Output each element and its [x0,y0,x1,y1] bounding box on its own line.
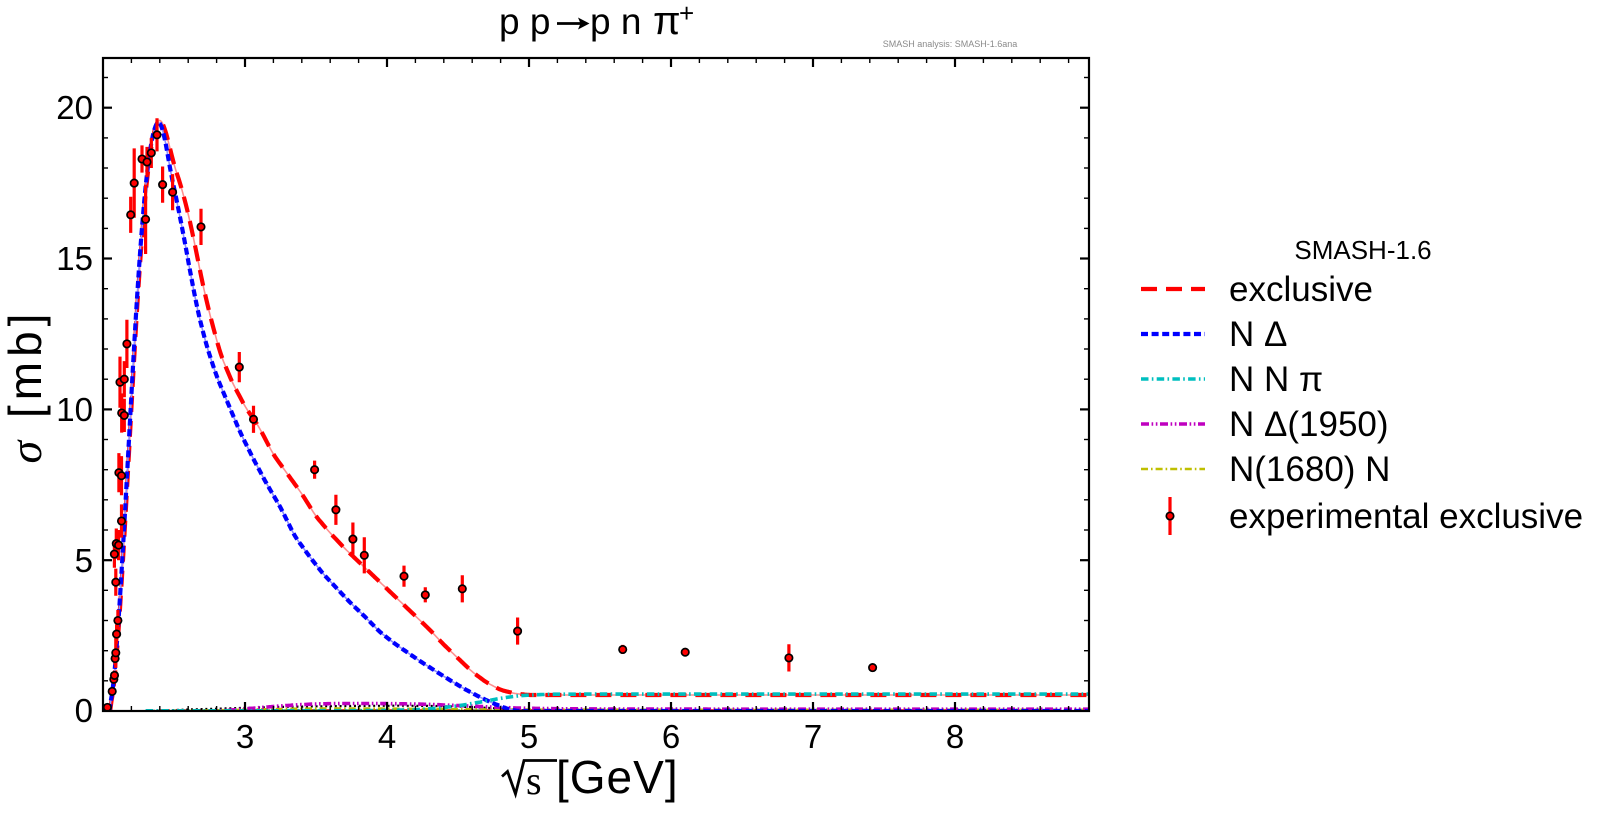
svg-text:3: 3 [236,718,254,755]
svg-text:6: 6 [662,718,680,755]
svg-text:7: 7 [804,718,822,755]
svg-text:s: s [526,758,542,803]
svg-text:+: + [679,0,694,28]
svg-text:0: 0 [75,692,93,729]
svg-text:20: 20 [56,89,93,126]
svg-text:N N π: N N π [1229,360,1323,399]
svg-text:10: 10 [56,391,93,428]
svg-text:p p: p p [499,1,550,42]
svg-text:SMASH-1.6: SMASH-1.6 [1294,235,1431,265]
svg-text:p n: p n [590,1,641,42]
svg-text:N(1680) N: N(1680) N [1229,450,1390,489]
svg-text:15: 15 [56,240,93,277]
svg-text:N Δ: N Δ [1229,315,1287,354]
svg-text:[GeV]: [GeV] [556,751,679,803]
svg-text:π: π [653,0,681,43]
svg-text:5: 5 [75,542,93,579]
svg-text:SMASH analysis: SMASH-1.6ana: SMASH analysis: SMASH-1.6ana [883,39,1018,49]
svg-text:experimental exclusive: experimental exclusive [1229,497,1583,536]
svg-text:exclusive: exclusive [1229,270,1373,309]
svg-text:4: 4 [378,718,396,755]
svg-text:5: 5 [520,718,538,755]
svg-text:N Δ(1950): N Δ(1950) [1229,405,1389,444]
svg-text:σ [mb]: σ [mb] [0,309,51,464]
svg-text:8: 8 [946,718,964,755]
